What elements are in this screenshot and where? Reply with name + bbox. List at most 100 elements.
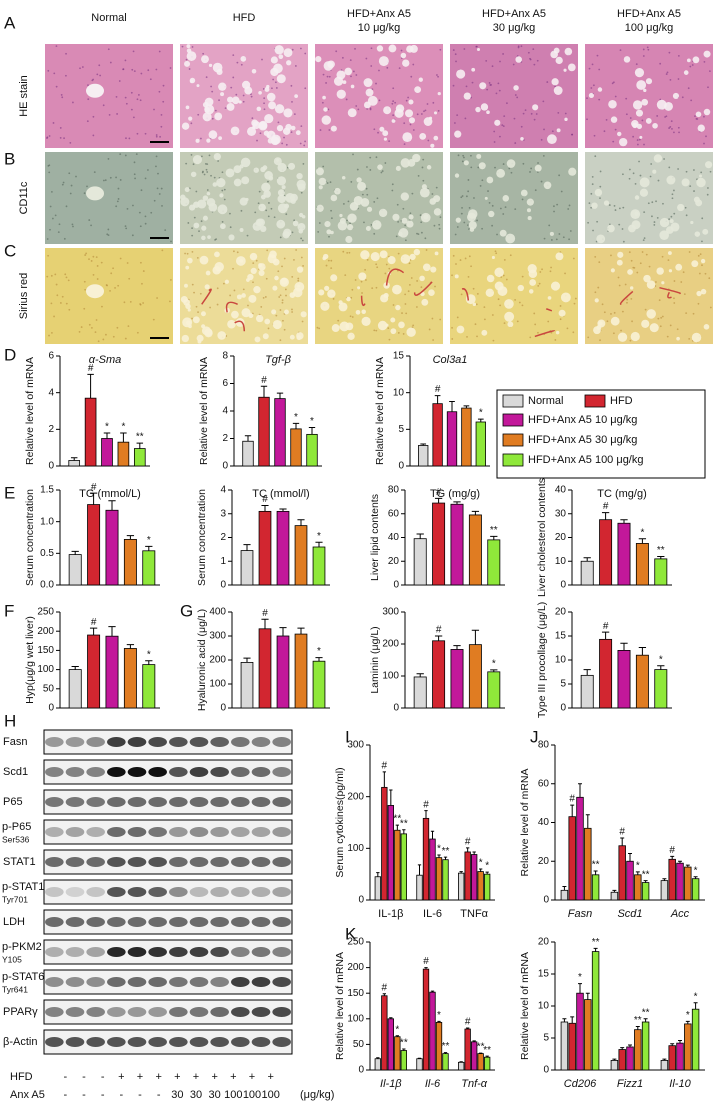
nucleus (48, 171, 51, 174)
blot-band (127, 857, 147, 867)
vacuole (269, 250, 277, 259)
error-bar (261, 618, 269, 629)
nucleus (599, 170, 602, 173)
nucleus (131, 234, 134, 237)
panel-letter: H (4, 711, 16, 730)
nucleus (127, 325, 130, 328)
nucleus (587, 336, 590, 339)
nucleus (432, 339, 435, 341)
blot-band (107, 737, 126, 747)
nucleus (673, 189, 675, 192)
vacuole (528, 269, 538, 278)
error-bar (593, 947, 598, 952)
vacuole (236, 294, 242, 300)
nucleus (614, 209, 617, 211)
blot-band (107, 887, 126, 897)
vacuole (659, 230, 669, 240)
nucleus (193, 291, 195, 294)
vacuole (591, 202, 598, 209)
blot-band (210, 857, 229, 867)
nucleus (126, 262, 129, 264)
bar (274, 398, 286, 467)
bar (576, 992, 584, 1071)
nucleus (625, 97, 628, 100)
vacuole (484, 196, 488, 200)
nucleus (522, 112, 525, 115)
nucleus (262, 296, 265, 299)
vessel (86, 284, 104, 299)
nucleus (124, 337, 127, 340)
vacuole (486, 110, 490, 115)
y-tick-label: 0 (393, 703, 399, 714)
nucleus (197, 311, 199, 314)
vacuole (331, 324, 340, 333)
bar (413, 676, 427, 709)
vacuole (363, 101, 371, 109)
vacuole (467, 212, 477, 222)
nucleus (302, 163, 305, 165)
nucleus (297, 277, 300, 280)
nucleus (417, 174, 420, 177)
vacuole (202, 112, 212, 122)
blot-band (251, 1037, 271, 1047)
vacuole (197, 199, 207, 209)
vacuole (608, 99, 617, 109)
y-axis-label: Type III procollage (μg/L) (536, 602, 548, 718)
nucleus (456, 316, 459, 319)
nucleus (586, 97, 588, 100)
vacuole (239, 259, 244, 263)
nucleus (709, 170, 712, 173)
bar (432, 502, 446, 586)
blot-band (231, 827, 250, 837)
blot-band (210, 1007, 229, 1017)
y-tick-label: 300 (347, 740, 364, 751)
nucleus (58, 223, 61, 226)
nucleus (54, 214, 57, 217)
nucleus (503, 322, 506, 325)
vacuole (218, 136, 223, 141)
y-tick-label: 10 (538, 1001, 550, 1012)
bar (580, 560, 594, 586)
nucleus (46, 238, 49, 240)
nucleus (124, 225, 127, 228)
nucleus (405, 312, 408, 315)
nucleus (468, 255, 471, 258)
vacuole (338, 300, 343, 305)
significance: ** (136, 432, 144, 443)
vacuole (184, 187, 190, 193)
nucleus (514, 142, 517, 144)
vacuole (677, 203, 685, 212)
nucleus (682, 271, 685, 274)
nucleus (267, 327, 270, 330)
nucleus (530, 112, 533, 115)
nucleus (279, 294, 282, 297)
nucleus (191, 283, 194, 286)
nucleus (250, 95, 253, 98)
vacuole (556, 128, 561, 133)
column-header: 10 μg/kg (358, 22, 400, 34)
nucleus (160, 125, 163, 128)
nucleus (510, 171, 513, 174)
y-tick-label: 15 (538, 969, 550, 980)
vacuole (560, 292, 571, 303)
nucleus (376, 197, 379, 200)
nucleus (235, 93, 238, 96)
nucleus (106, 233, 109, 236)
lane-symbol: - (101, 1089, 105, 1101)
panel-letter: G (180, 601, 193, 620)
blot-band (189, 1037, 209, 1047)
significance: # (669, 845, 675, 856)
legend-swatch (502, 433, 524, 447)
nucleus (681, 96, 684, 99)
row-label: CD11c (18, 181, 30, 214)
nucleus (422, 158, 425, 161)
bar (468, 514, 482, 586)
nucleus (366, 107, 369, 110)
vacuole (372, 220, 382, 230)
significance: * (694, 991, 698, 1002)
nucleus (317, 231, 320, 233)
vacuole (623, 56, 631, 63)
blot-band (251, 947, 271, 957)
nucleus (489, 84, 492, 86)
nucleus (645, 253, 648, 256)
